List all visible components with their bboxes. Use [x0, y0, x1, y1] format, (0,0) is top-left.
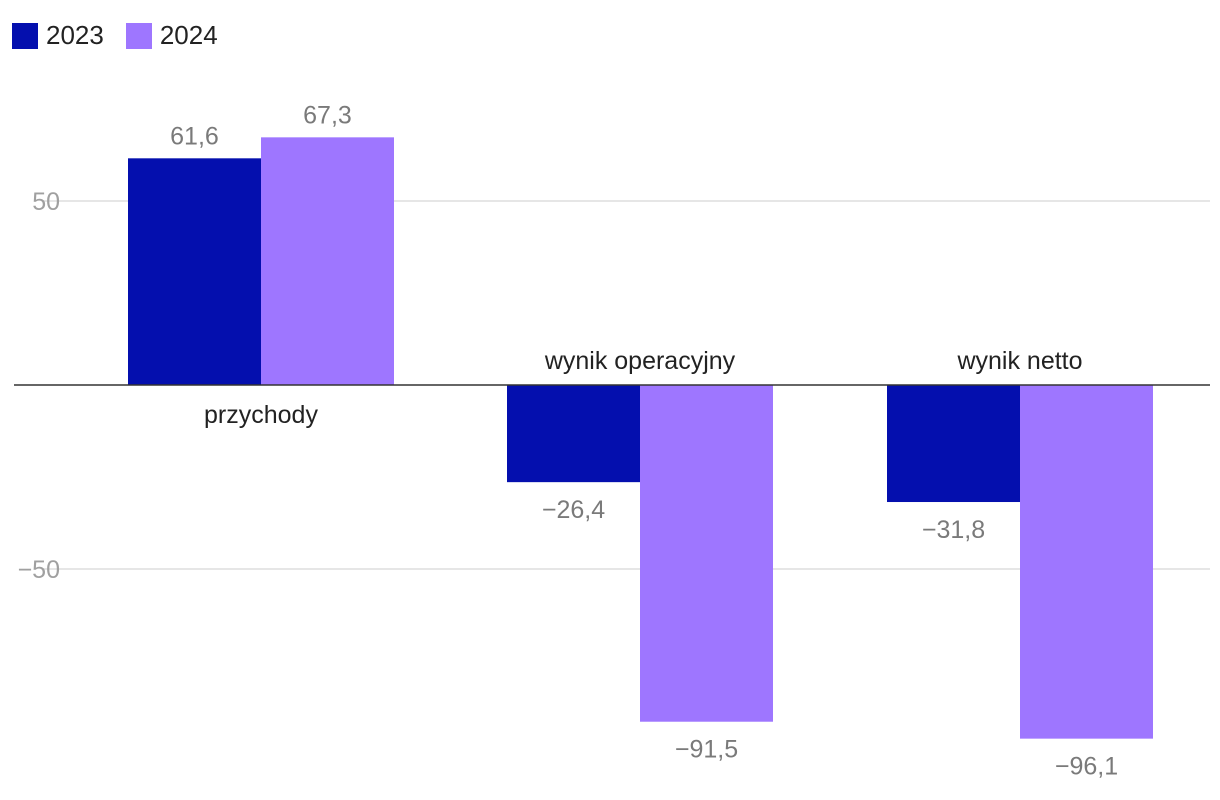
legend-item-2024: 2024 — [125, 20, 218, 51]
category-label: przychody — [204, 401, 318, 429]
bar-2024-1 — [640, 385, 773, 722]
y-tick-label: −50 — [18, 556, 60, 584]
bar-2023-2 — [887, 385, 1020, 503]
bar-2023-1 — [507, 385, 640, 483]
data-label: −91,5 — [675, 736, 738, 764]
data-label: −26,4 — [542, 496, 605, 524]
legend-label-2023: 2023 — [46, 20, 104, 50]
data-label: 61,6 — [170, 122, 219, 150]
category-label: wynik netto — [956, 347, 1082, 375]
bar-2023-0 — [128, 158, 261, 385]
legend: 2023 2024 — [12, 20, 218, 51]
legend-swatch-2023 — [12, 22, 38, 49]
y-tick-label: 50 — [32, 188, 60, 216]
data-label: −31,8 — [922, 516, 985, 544]
data-label: 67,3 — [303, 101, 352, 129]
legend-item-2023: 2023 — [12, 20, 104, 51]
data-label: −96,1 — [1055, 753, 1118, 781]
category-label: wynik operacyjny — [544, 347, 736, 375]
legend-label-2024: 2024 — [159, 20, 218, 50]
bar-2024-2 — [1020, 385, 1153, 739]
legend-swatch-2024 — [125, 22, 152, 49]
bar-2024-0 — [261, 137, 394, 385]
